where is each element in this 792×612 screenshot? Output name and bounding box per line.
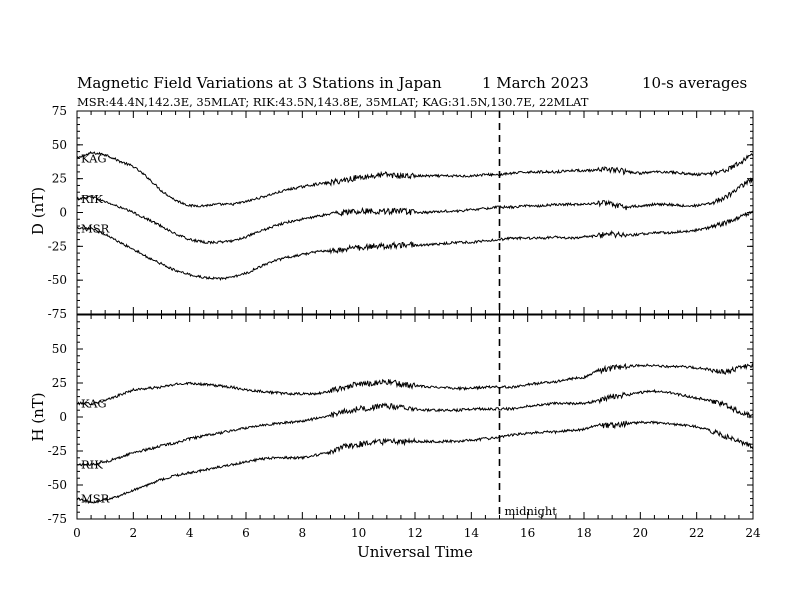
d-ytick-label: -25 [48,239,67,253]
d-ytick-label: 50 [52,138,67,152]
d-series-msr [76,210,754,281]
xtick-label: 14 [464,526,480,540]
d-panel: 75 50 25 0 -25 -50 -75 KAG RIK MSR [48,104,754,321]
d-ytick-label: -75 [48,307,67,321]
d-ytick-label: 75 [52,104,67,118]
h-series-label-msr: MSR [81,492,110,506]
chart-subtitle: MSR:44.4N,142.3E, 35MLAT; RIK:43.5N,143.… [77,95,589,109]
xtick-label: 20 [633,526,648,540]
xtick-label: 2 [130,526,138,540]
h-panel-ylabel: H (nT) [29,392,47,441]
h-ytick-label: -25 [48,444,67,458]
d-series-rik [76,177,754,245]
xtick-label: 18 [576,526,591,540]
d-ytick-label: 0 [59,206,67,220]
xtick-label: 6 [242,526,250,540]
xtick-label: 4 [186,526,194,540]
xtick-label: 22 [689,526,704,540]
xtick-label: 0 [73,526,81,540]
d-ytick-label: 25 [52,172,67,186]
chart-date: 1 March 2023 [482,74,589,92]
h-ytick-label: 50 [52,342,67,356]
h-ytick-label: 0 [59,410,67,424]
xtick-label: 8 [299,526,307,540]
h-series-label-kag: KAG [81,396,107,410]
h-series-label-rik: RIK [81,458,103,472]
d-series-kag [76,151,754,208]
xtick-label: 24 [745,526,761,540]
chart-title: Magnetic Field Variations at 3 Stations … [77,74,442,92]
h-ytick-label: -50 [48,478,67,492]
x-axis-label: Universal Time [357,543,473,561]
h-series-kag [76,362,754,406]
h-ytick-label: 25 [52,376,67,390]
d-series-label-msr: MSR [81,222,110,236]
h-series-msr [76,420,754,505]
d-panel-ylabel: D (nT) [29,187,47,235]
midnight-label: midnight [505,504,558,518]
h-ytick-label: -75 [48,512,67,526]
xtick-label: 16 [520,526,535,540]
xtick-label: 10 [351,526,366,540]
chart-averaging: 10-s averages [642,74,747,92]
d-series-label-rik: RIK [81,192,103,206]
xtick-label: 12 [407,526,422,540]
d-ytick-label: -50 [48,273,67,287]
h-panel-frame [76,314,754,520]
h-series-rik [76,388,754,467]
d-series-label-kag: KAG [81,151,107,165]
